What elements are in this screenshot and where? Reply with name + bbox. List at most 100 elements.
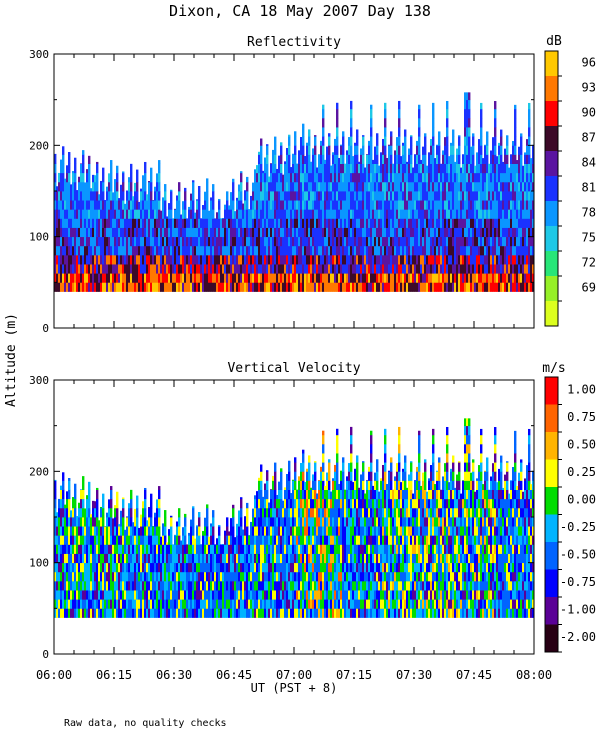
reflectivity-cell [440,200,443,210]
velocity-cell [222,590,225,600]
velocity-cell [232,544,235,554]
reflectivity-cell [172,245,175,256]
velocity-cell [224,530,227,536]
reflectivity-cell [396,245,399,256]
reflectivity-cell [214,282,217,292]
velocity-cell [108,544,111,554]
reflectivity-cell [332,163,335,174]
velocity-cell [212,526,215,536]
velocity-cell [82,590,85,600]
reflectivity-cell [170,273,173,283]
reflectivity-cell [294,181,297,192]
reflectivity-cell [128,227,131,238]
reflectivity-cell [386,163,389,174]
reflectivity-cell [482,282,485,292]
reflectivity-cell [230,236,233,247]
velocity-cell [132,562,135,573]
reflectivity-cell [502,172,505,183]
reflectivity-cell [102,181,105,192]
reflectivity-cell [294,254,297,265]
reflectivity-cell [88,191,91,201]
velocity-cell [142,501,145,509]
reflectivity-cell [444,163,447,174]
reflectivity-cell [514,191,517,201]
reflectivity-cell [332,236,335,247]
reflectivity-cell [410,282,413,292]
reflectivity-cell [266,144,269,146]
reflectivity-cell [162,227,165,238]
reflectivity-cell [396,154,399,164]
reflectivity-cell [450,154,453,164]
reflectivity-cell [86,282,89,292]
reflectivity-cell [320,282,323,292]
reflectivity-cell [504,254,507,265]
velocity-cell [132,535,135,545]
reflectivity-cell [498,236,501,247]
velocity-cell [244,580,247,591]
reflectivity-cell [332,209,335,219]
velocity-cell [170,553,173,564]
reflectivity-cell [380,200,383,210]
reflectivity-cell [64,245,67,256]
velocity-plot [54,418,535,618]
reflectivity-cell [150,254,153,265]
reflectivity-cell [506,282,509,292]
reflectivity-cell [432,227,435,238]
velocity-cell [266,608,269,618]
reflectivity-cell [434,273,437,283]
velocity-cell [88,553,91,564]
velocity-cell [66,491,69,500]
reflectivity-cell [484,154,487,164]
reflectivity-cell [376,282,379,292]
reflectivity-cell [328,181,331,192]
reflectivity-cell [374,172,377,183]
reflectivity-cell [318,227,321,238]
reflectivity-cell [466,273,469,283]
reflectivity-cell [486,254,489,265]
reflectivity-cell [532,172,535,183]
reflectivity-cell [416,245,419,256]
reflectivity-cell [406,282,409,292]
reflectivity-cell [426,273,429,283]
reflectivity-cell [350,136,353,146]
reflectivity-cell [396,273,399,283]
velocity-cell [150,553,153,564]
velocity-cell [76,526,79,536]
reflectivity-cell [256,254,259,265]
reflectivity-cell [62,181,65,192]
reflectivity-cell [206,273,209,283]
reflectivity-cell [356,218,359,228]
reflectivity-cell [400,172,403,183]
reflectivity-cell [442,209,445,219]
reflectivity-cell [130,273,133,283]
velocity-cell [176,590,179,600]
reflectivity-cell [154,209,157,219]
velocity-cell [104,608,107,618]
velocity-cell [236,535,239,545]
reflectivity-cell [346,150,349,155]
reflectivity-cell [266,218,269,228]
velocity-cell [224,544,227,554]
reflectivity-cell [190,254,193,265]
reflectivity-cell [514,145,517,155]
reflectivity-cell [324,172,327,183]
velocity-cell [206,526,209,536]
reflectivity-cell [138,282,141,292]
reflectivity-cell [372,172,375,183]
reflectivity-cell [412,236,415,247]
velocity-cell [254,553,257,564]
reflectivity-cell [186,236,189,247]
reflectivity-cell [514,104,517,110]
reflectivity-cell [524,254,527,265]
reflectivity-cell [412,254,415,265]
velocity-cell [96,517,99,527]
reflectivity-cell [200,227,203,238]
reflectivity-cell [258,282,261,292]
reflectivity-cell [184,264,187,274]
reflectivity-cell [116,209,119,219]
velocity-cell [190,608,193,618]
reflectivity-cell [288,264,291,274]
reflectivity-cell [238,264,241,274]
reflectivity-cell [214,264,217,274]
reflectivity-cell [470,282,473,292]
